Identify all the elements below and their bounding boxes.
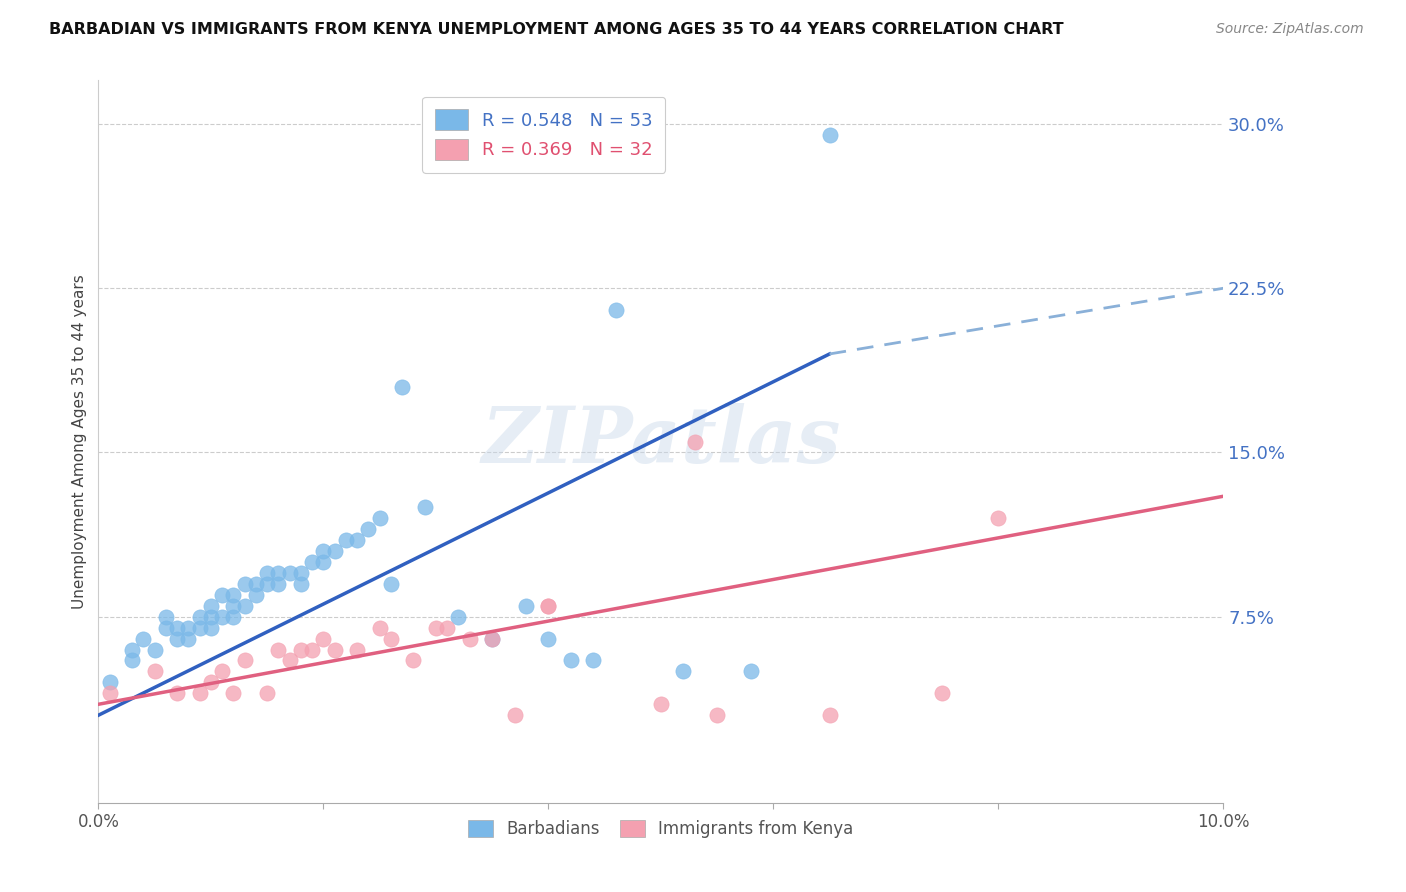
Point: [481, 632, 503, 646]
Point: [425, 621, 447, 635]
Point: [166, 621, 188, 635]
Point: [931, 686, 953, 700]
Point: [245, 588, 267, 602]
Point: [222, 686, 245, 700]
Point: [290, 577, 312, 591]
Text: Source: ZipAtlas.com: Source: ZipAtlas.com: [1216, 22, 1364, 37]
Point: [256, 577, 278, 591]
Point: [256, 566, 278, 580]
Point: [560, 653, 582, 667]
Point: [166, 632, 188, 646]
Point: [245, 577, 267, 591]
Point: [211, 588, 233, 602]
Point: [436, 621, 458, 635]
Point: [402, 653, 425, 667]
Point: [368, 511, 391, 525]
Point: [256, 686, 278, 700]
Point: [233, 599, 256, 613]
Point: [143, 665, 166, 679]
Point: [222, 599, 245, 613]
Point: [346, 642, 368, 657]
Point: [200, 599, 222, 613]
Point: [155, 609, 177, 624]
Point: [177, 632, 200, 646]
Point: [447, 609, 470, 624]
Point: [335, 533, 357, 547]
Point: [278, 566, 301, 580]
Point: [740, 665, 762, 679]
Point: [301, 555, 323, 569]
Text: BARBADIAN VS IMMIGRANTS FROM KENYA UNEMPLOYMENT AMONG AGES 35 TO 44 YEARS CORREL: BARBADIAN VS IMMIGRANTS FROM KENYA UNEMP…: [49, 22, 1064, 37]
Point: [672, 665, 695, 679]
Text: ZIPatlas: ZIPatlas: [481, 403, 841, 480]
Point: [323, 544, 346, 558]
Point: [605, 303, 627, 318]
Point: [537, 599, 560, 613]
Point: [290, 642, 312, 657]
Point: [98, 686, 121, 700]
Point: [380, 632, 402, 646]
Point: [290, 566, 312, 580]
Point: [200, 621, 222, 635]
Point: [683, 434, 706, 449]
Point: [267, 577, 290, 591]
Point: [200, 609, 222, 624]
Point: [380, 577, 402, 591]
Point: [458, 632, 481, 646]
Point: [515, 599, 537, 613]
Y-axis label: Unemployment Among Ages 35 to 44 years: Unemployment Among Ages 35 to 44 years: [72, 274, 87, 609]
Point: [211, 609, 233, 624]
Point: [200, 675, 222, 690]
Point: [368, 621, 391, 635]
Point: [188, 609, 211, 624]
Point: [818, 708, 841, 723]
Point: [312, 555, 335, 569]
Point: [537, 599, 560, 613]
Point: [121, 653, 143, 667]
Point: [267, 566, 290, 580]
Legend: Barbadians, Immigrants from Kenya: Barbadians, Immigrants from Kenya: [461, 814, 860, 845]
Point: [278, 653, 301, 667]
Point: [346, 533, 368, 547]
Point: [537, 632, 560, 646]
Point: [121, 642, 143, 657]
Point: [391, 380, 413, 394]
Point: [222, 609, 245, 624]
Point: [987, 511, 1010, 525]
Point: [323, 642, 346, 657]
Point: [211, 665, 233, 679]
Point: [357, 522, 380, 536]
Point: [582, 653, 605, 667]
Point: [312, 544, 335, 558]
Point: [188, 686, 211, 700]
Point: [267, 642, 290, 657]
Point: [233, 577, 256, 591]
Point: [155, 621, 177, 635]
Point: [132, 632, 155, 646]
Point: [177, 621, 200, 635]
Point: [166, 686, 188, 700]
Point: [650, 698, 672, 712]
Point: [301, 642, 323, 657]
Point: [503, 708, 526, 723]
Point: [143, 642, 166, 657]
Point: [706, 708, 728, 723]
Point: [312, 632, 335, 646]
Point: [98, 675, 121, 690]
Point: [413, 500, 436, 515]
Point: [188, 621, 211, 635]
Point: [481, 632, 503, 646]
Point: [233, 653, 256, 667]
Point: [818, 128, 841, 142]
Point: [222, 588, 245, 602]
